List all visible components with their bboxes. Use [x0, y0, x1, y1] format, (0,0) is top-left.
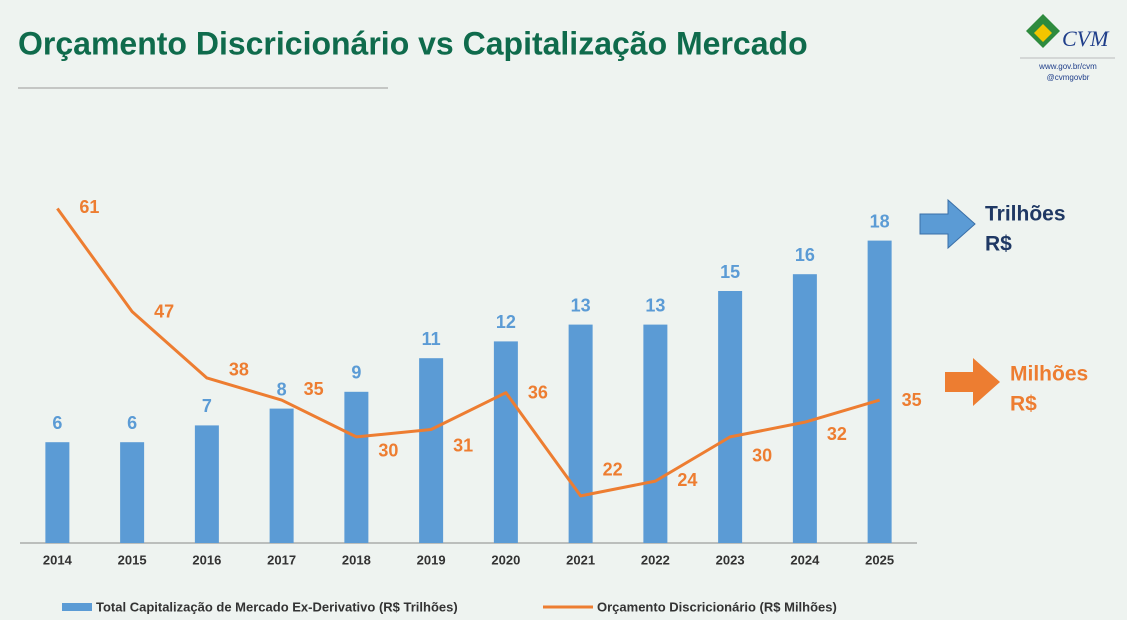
bar	[493, 341, 518, 543]
x-tick-label: 2023	[716, 552, 745, 567]
bar-label: 13	[645, 295, 665, 315]
bar	[194, 425, 219, 543]
bar-label: 15	[720, 262, 740, 282]
bar	[269, 408, 294, 543]
annotation-text: R$	[985, 233, 1012, 256]
x-tick-label: 2018	[342, 552, 371, 567]
x-tick-label: 2022	[641, 552, 670, 567]
line	[56, 207, 881, 498]
bar-label: 18	[870, 211, 890, 231]
logo-handle: @cvmgovbr	[1047, 73, 1090, 82]
bar-label: 12	[496, 312, 516, 332]
chart-title: Orçamento Discricionário vs Capitalizaçã…	[18, 25, 808, 61]
logo-website: www.gov.br/cvm	[1038, 62, 1097, 71]
line-label: 30	[752, 446, 772, 466]
bar	[419, 358, 444, 543]
bar	[344, 391, 369, 543]
line-label: 30	[378, 441, 398, 461]
line-label: 36	[528, 382, 548, 402]
line-label: 35	[304, 379, 324, 399]
x-tick-label: 2025	[865, 552, 894, 567]
bar	[867, 240, 892, 543]
bar-label: 8	[277, 379, 287, 399]
legend-label: Total Capitalização de Mercado Ex-Deriva…	[96, 599, 458, 614]
line-label: 24	[677, 470, 697, 490]
annotation-arrow	[945, 358, 1000, 406]
bar	[643, 324, 668, 543]
bar-label: 13	[571, 295, 591, 315]
bar-label: 11	[422, 329, 441, 349]
x-tick-label: 2014	[43, 552, 73, 567]
x-tick-label: 2019	[417, 552, 446, 567]
annotation-text: Milhões	[1010, 363, 1088, 386]
x-tick-label: 2024	[790, 552, 820, 567]
annotation-text: Trilhões	[985, 203, 1066, 226]
bar	[45, 442, 70, 543]
bar-label: 9	[351, 363, 361, 383]
bar	[120, 442, 145, 543]
line-label: 22	[603, 460, 623, 480]
bar-label: 7	[202, 396, 212, 416]
bar	[568, 324, 593, 543]
line-label: 61	[79, 197, 99, 217]
bar	[718, 291, 743, 543]
x-tick-label: 2020	[491, 552, 520, 567]
legend-swatch	[62, 603, 92, 611]
bar-label: 6	[127, 413, 137, 433]
x-tick-label: 2015	[118, 552, 147, 567]
x-tick-label: 2017	[267, 552, 296, 567]
legend-label: Orçamento Discricionário (R$ Milhões)	[597, 599, 837, 614]
bar-label: 16	[795, 245, 815, 265]
logo-text: CVM	[1062, 26, 1110, 51]
line-label: 38	[229, 360, 249, 380]
x-tick-label: 2016	[192, 552, 221, 567]
x-tick-label: 2021	[566, 552, 595, 567]
line-label: 35	[902, 390, 922, 410]
annotation-arrow	[919, 198, 976, 250]
line-label: 32	[827, 424, 847, 444]
line-label: 31	[453, 435, 473, 455]
annotation-text: R$	[1010, 393, 1037, 416]
line-label: 47	[154, 301, 174, 321]
logo-inner	[1034, 24, 1052, 42]
bar-label: 6	[52, 413, 62, 433]
bar	[792, 274, 817, 543]
logo: CVM www.gov.br/cvm @cvmgovbr	[1020, 14, 1115, 82]
